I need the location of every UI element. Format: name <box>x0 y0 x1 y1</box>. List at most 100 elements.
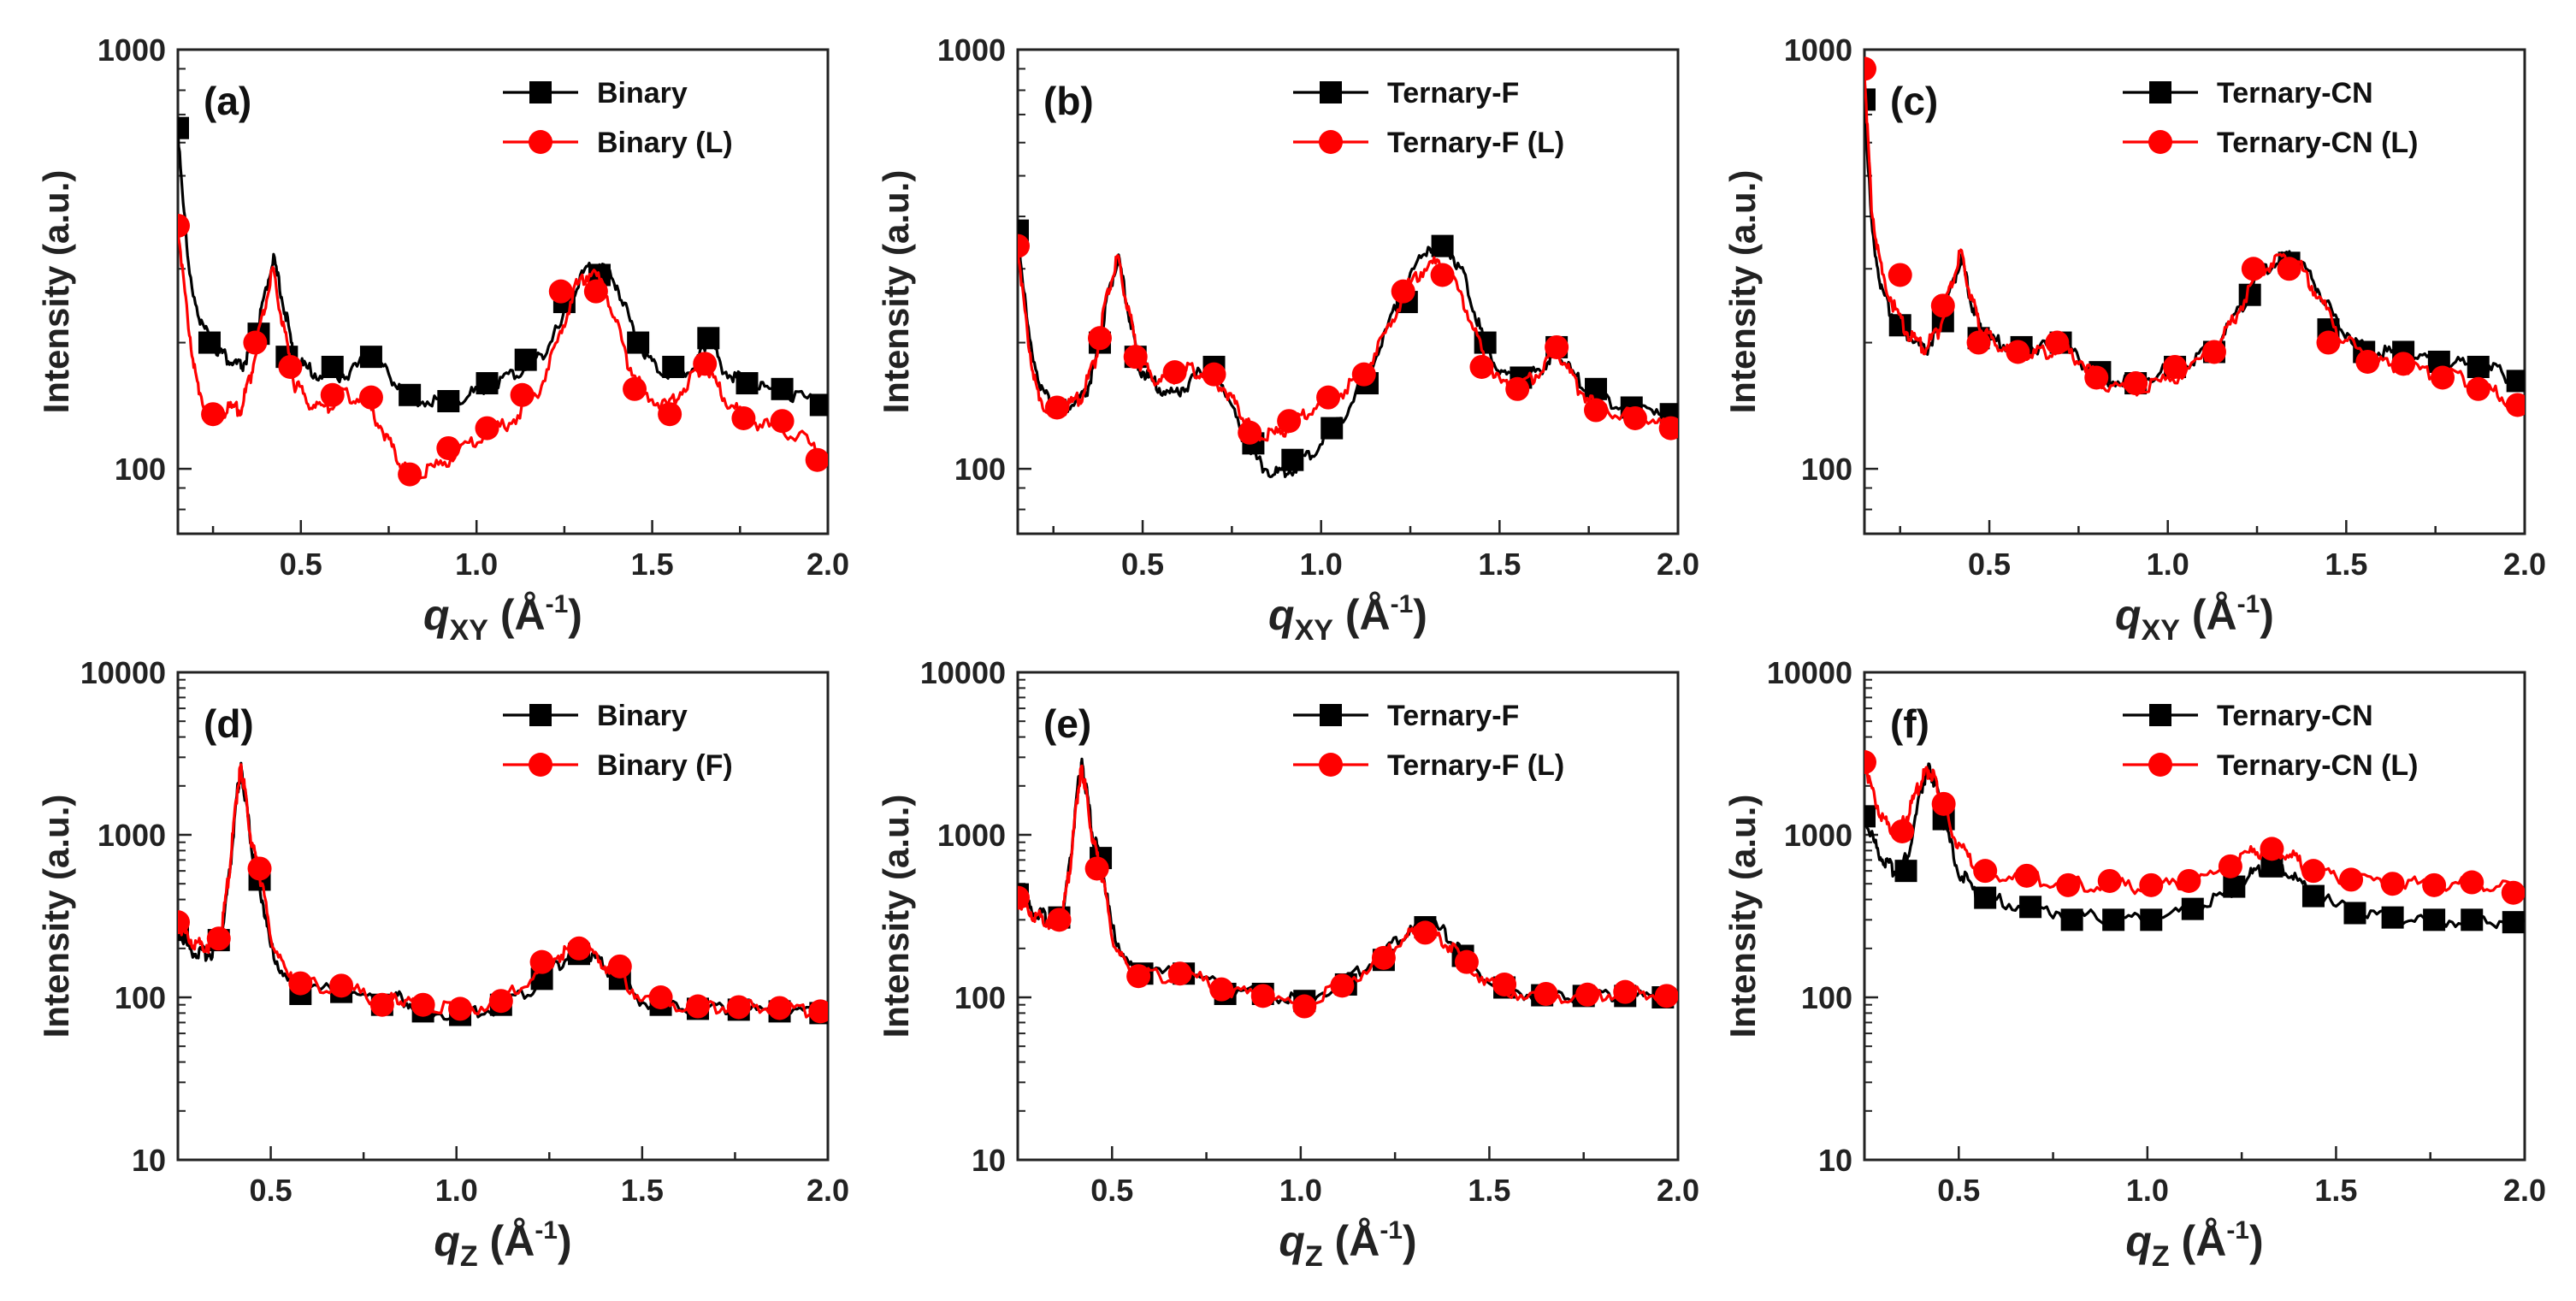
x-axis-title: qXY (Å-1) <box>423 590 582 647</box>
data-point-circle <box>808 999 828 1024</box>
data-point-square <box>2502 911 2525 934</box>
data-point-circle <box>243 330 268 355</box>
data-point-circle <box>1505 376 1530 401</box>
legend-marker-square <box>1320 704 1342 726</box>
data-point-circle <box>1018 885 1030 910</box>
data-point-circle <box>369 992 394 1017</box>
data-point-circle <box>1658 416 1678 441</box>
data-point-square <box>2381 906 2404 929</box>
x-tick-label: 0.5 <box>1937 1173 1980 1208</box>
data-point-square <box>809 393 828 417</box>
y-tick-label: 10000 <box>1767 655 1852 690</box>
data-point-square <box>1431 234 1454 257</box>
plot-area <box>1018 219 1678 479</box>
legend-label: Ternary-CN (L) <box>2217 749 2419 782</box>
data-point-square <box>476 372 499 395</box>
panel-5: 0.5 1.0 1.5 2.0 10 100 1000 10000 Intensity (a.u… <box>876 655 1699 1273</box>
legend-marker-circle <box>2148 130 2172 154</box>
data-point-circle <box>686 994 710 1019</box>
data-point-circle <box>488 989 513 1014</box>
data-point-circle <box>1533 981 1558 1006</box>
legend-marker-square <box>2149 704 2171 726</box>
x-axis-title: qZ (Å-1) <box>434 1216 571 1273</box>
y-tick-label: 10000 <box>80 655 166 690</box>
legend-label: Ternary-CN (L) <box>2217 127 2419 159</box>
data-point-circle <box>2422 872 2447 897</box>
data-point-circle <box>529 949 554 974</box>
legend-marker-circle <box>1319 130 1343 154</box>
legend-marker-circle <box>529 753 552 777</box>
series-line-1 <box>1018 230 1678 479</box>
legend-marker-square <box>1320 81 1342 103</box>
y-tick-label: 100 <box>115 980 166 1015</box>
data-point-square <box>1281 448 1304 471</box>
y-axis-title: Intensity (a.u.) <box>36 795 76 1038</box>
x-tick-label: 0.5 <box>1121 547 1164 582</box>
data-point-circle <box>398 462 422 487</box>
data-point-circle <box>1469 354 1494 379</box>
data-point-circle <box>2218 854 2242 878</box>
data-point-circle <box>607 954 632 979</box>
data-point-circle <box>1202 362 1226 387</box>
x-tick-label: 1.0 <box>2147 547 2189 582</box>
y-tick-label: 100 <box>1801 980 1852 1015</box>
plot-frame <box>1863 671 2526 1162</box>
series-line-1 <box>1018 757 1678 1005</box>
x-axis-title: qZ (Å-1) <box>1279 1216 1416 1273</box>
x-tick-label: 0.5 <box>1090 1173 1133 1208</box>
legend-label: Binary (L) <box>597 127 733 159</box>
data-point-square <box>321 355 344 378</box>
legend-marker-square <box>529 704 552 726</box>
legend-marker-circle <box>2148 753 2172 777</box>
data-point-circle <box>2260 837 2284 861</box>
x-tick-label: 1.0 <box>2126 1173 2169 1208</box>
data-point-circle <box>1250 984 1275 1008</box>
data-point-square <box>2060 908 2083 931</box>
data-point-circle <box>1330 973 1355 998</box>
data-point-circle <box>2014 863 2039 888</box>
data-point-circle <box>2460 870 2484 895</box>
data-point-circle <box>2501 880 2525 905</box>
y-axis-title: Intensity (a.u.) <box>876 795 916 1038</box>
data-point-circle <box>2177 868 2201 893</box>
y-tick-label: 10 <box>1818 1143 1852 1178</box>
x-tick-label: 2.0 <box>2503 547 2546 582</box>
data-point-circle <box>1966 330 1991 355</box>
data-point-circle <box>2466 376 2490 401</box>
legend-label: Binary <box>597 700 688 732</box>
data-point-circle <box>2355 349 2380 374</box>
data-point-square <box>736 372 759 395</box>
series-line-1 <box>178 761 828 1021</box>
data-point-square <box>662 355 685 378</box>
data-point-circle <box>358 385 383 410</box>
series-line-2 <box>178 763 828 1020</box>
panel-label: (a) <box>204 79 251 123</box>
data-point-circle <box>329 973 354 998</box>
y-tick-label: 100 <box>954 452 1006 487</box>
data-point-circle <box>2316 330 2341 355</box>
data-point-circle <box>2139 872 2164 897</box>
data-point-circle <box>2124 371 2148 396</box>
data-point-circle <box>1238 420 1262 445</box>
data-point-square <box>2461 908 2484 931</box>
y-tick-label: 100 <box>1801 452 1852 487</box>
data-point-circle <box>1123 345 1148 370</box>
data-point-circle <box>2301 859 2325 884</box>
data-point-circle <box>1167 961 1192 986</box>
data-point-circle <box>2097 868 2122 893</box>
y-tick-label: 10000 <box>920 655 1006 690</box>
legend-marker-square <box>529 81 552 103</box>
x-tick-label: 1.5 <box>621 1173 664 1208</box>
data-point-circle <box>1545 334 1569 359</box>
y-axis-title: Intensity (a.u.) <box>876 170 916 414</box>
data-point-circle <box>1654 984 1678 1008</box>
data-point-circle <box>201 402 226 427</box>
series-line-1 <box>178 127 828 411</box>
x-tick-label: 1.0 <box>1279 1173 1322 1208</box>
data-point-circle <box>320 382 345 407</box>
data-point-circle <box>2006 340 2030 364</box>
data-point-circle <box>1126 964 1151 989</box>
data-point-circle <box>1351 362 1376 387</box>
series-line-2 <box>178 232 828 482</box>
